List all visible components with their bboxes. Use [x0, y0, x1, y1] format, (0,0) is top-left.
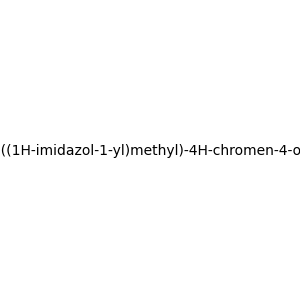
- Text: 7-((1H-imidazol-1-yl)methyl)-4H-chromen-4-one: 7-((1H-imidazol-1-yl)methyl)-4H-chromen-…: [0, 145, 300, 158]
